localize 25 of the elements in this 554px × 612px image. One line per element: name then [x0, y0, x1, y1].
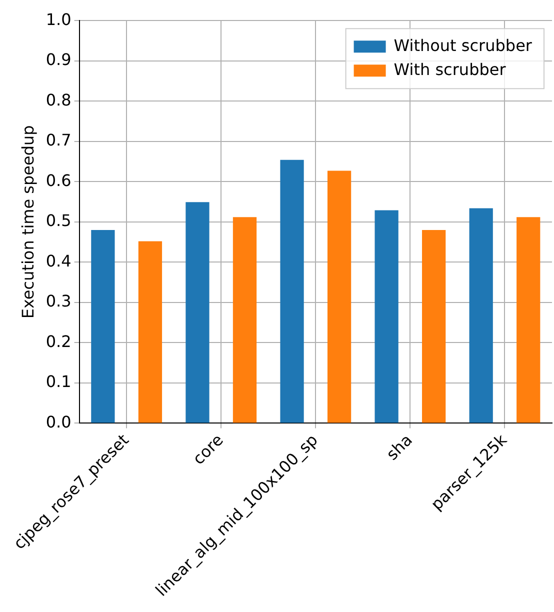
y-tick-label: 0.6 [46, 170, 72, 190]
bar [516, 217, 540, 423]
legend-label: Without scrubber [394, 36, 532, 55]
bar [138, 241, 162, 423]
legend-label: With scrubber [394, 60, 506, 79]
bar [186, 202, 210, 423]
bar [469, 208, 493, 423]
y-tick-label: 1.0 [46, 10, 72, 29]
y-tick-label: 0.9 [46, 50, 72, 70]
bar [232, 217, 257, 423]
y-tick-label: 0.5 [46, 211, 72, 230]
bar [91, 230, 115, 423]
y-tick-label: 0.0 [46, 412, 72, 432]
bar [422, 230, 446, 423]
bar [374, 210, 398, 423]
y-axis-title: Execution time speedup [18, 125, 38, 319]
y-tick-label: 0.1 [46, 372, 72, 392]
y-tick-label: 0.3 [46, 292, 72, 311]
x-tick-label: sha [382, 430, 416, 464]
bar [327, 170, 352, 423]
y-tick-label: 0.8 [46, 90, 72, 110]
y-tick-label: 0.4 [46, 251, 72, 270]
bar [280, 160, 304, 423]
y-tick-label: 0.7 [46, 130, 72, 150]
y-tick-label: 0.2 [46, 332, 72, 351]
